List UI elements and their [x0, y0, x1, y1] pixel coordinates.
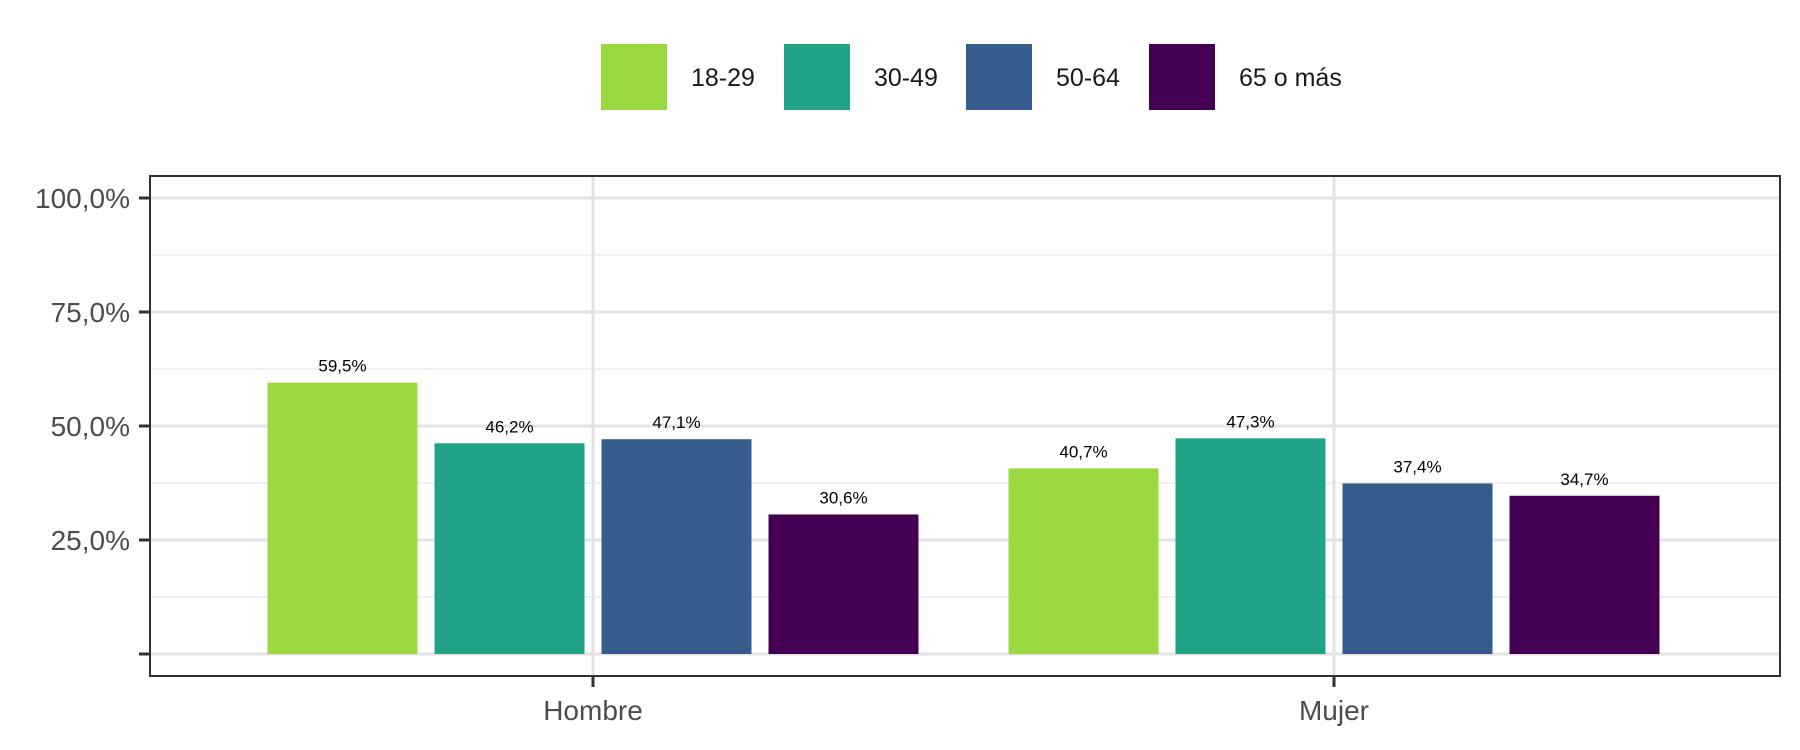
data-label: 34,7%	[1560, 470, 1608, 489]
grid-lines	[150, 176, 1780, 676]
bar	[768, 514, 919, 654]
y-tick-label: 25,0%	[51, 525, 130, 556]
bar	[1008, 468, 1159, 654]
data-label: 59,5%	[318, 357, 366, 376]
y-axis: 25,0% 50,0% 75,0% 100,0%	[35, 183, 150, 656]
data-label: 47,1%	[652, 413, 700, 432]
legend-key	[1149, 44, 1215, 110]
x-tick-label: Mujer	[1299, 695, 1369, 726]
legend-item: 18-29	[601, 44, 755, 110]
bar	[1175, 438, 1326, 654]
legend-key	[966, 44, 1032, 110]
y-tick-label: 75,0%	[51, 297, 130, 328]
legend-item: 50-64	[966, 44, 1120, 110]
data-label: 40,7%	[1059, 442, 1107, 461]
data-label: 30,6%	[819, 488, 867, 507]
legend-label: 65 o más	[1239, 64, 1342, 92]
legend-label: 18-29	[691, 64, 755, 92]
y-tick-label: 50,0%	[51, 411, 130, 442]
data-labels: 59,5% 46,2% 47,1% 30,6% 40,7% 47,3% 37,4% 34,7%	[318, 357, 1608, 508]
x-tick-label: Hombre	[543, 695, 643, 726]
data-label: 37,4%	[1393, 457, 1441, 476]
legend-item: 65 o más	[1149, 44, 1342, 110]
bar	[1342, 483, 1493, 654]
y-tick-label: 100,0%	[35, 183, 130, 214]
legend-key	[601, 44, 667, 110]
legend-label: 50-64	[1056, 64, 1120, 92]
bar	[267, 382, 418, 654]
bar	[601, 439, 752, 654]
plot-area: 59,5% 46,2% 47,1% 30,6% 40,7% 47,3% 37,4% 34,7%	[149, 175, 1781, 677]
legend-item: 30-49	[784, 44, 938, 110]
bars	[267, 382, 1660, 654]
data-label: 47,3%	[1226, 412, 1274, 431]
legend: 18-29 30-49 50-64 65 o más	[601, 44, 1342, 110]
legend-label: 30-49	[874, 64, 938, 92]
legend-key	[784, 44, 850, 110]
bar	[1509, 495, 1660, 654]
bar	[434, 443, 585, 654]
data-label: 46,2%	[485, 417, 533, 436]
x-axis: Hombre Mujer	[543, 676, 1369, 726]
